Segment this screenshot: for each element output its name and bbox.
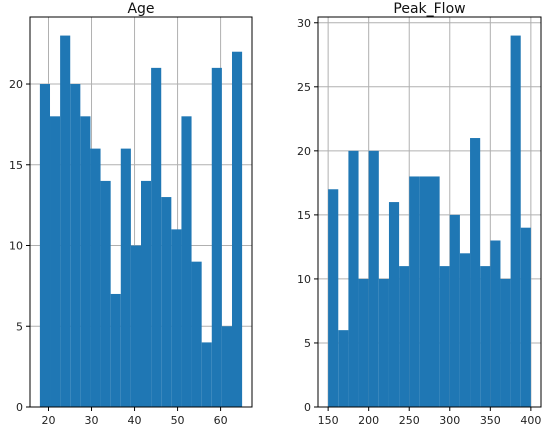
peak-flow-bar xyxy=(358,278,369,407)
peak-flow-bar xyxy=(368,150,379,408)
age-y-tick-label: 0 xyxy=(16,401,23,414)
age-axes-frame xyxy=(29,16,253,408)
peak-flow-bar xyxy=(328,189,339,407)
peak-flow-y-tick-label: 10 xyxy=(297,273,311,286)
age-bar xyxy=(130,245,141,407)
age-bar xyxy=(191,261,202,407)
peak-flow-x-tick-label: 400 xyxy=(520,414,541,427)
age-chart-title: Age xyxy=(127,1,154,17)
peak-flow-bar xyxy=(429,176,440,407)
peak-flow-bar xyxy=(510,35,521,407)
age-y-tick-label: 5 xyxy=(16,320,23,333)
age-bar xyxy=(110,293,121,407)
peak-flow-bar xyxy=(419,176,430,407)
peak-flow-bar xyxy=(388,202,400,407)
age-bar xyxy=(161,197,172,407)
peak-flow-y-tick-label: 15 xyxy=(297,209,311,222)
peak-flow-bar xyxy=(470,138,481,407)
age-bar xyxy=(231,51,243,408)
age-x-tick-label: 40 xyxy=(128,414,142,427)
age-bar xyxy=(171,229,182,407)
peak-flow-bar xyxy=(480,266,491,407)
age-y-tick-label: 10 xyxy=(9,240,23,253)
peak-flow-axes-frame xyxy=(317,16,542,408)
age-x-tick-label: 20 xyxy=(42,414,56,427)
age-bar xyxy=(60,35,71,407)
peak-flow-bar xyxy=(449,214,460,407)
peak-flow-bar xyxy=(439,266,450,407)
age-bar xyxy=(100,180,111,407)
peak-flow-y-tick-label: 0 xyxy=(304,401,311,414)
age-bar xyxy=(221,326,232,407)
peak-flow-x-tick-label: 300 xyxy=(439,414,460,427)
age-y-tick-label: 15 xyxy=(9,159,23,172)
peak-flow-y-tick-label: 5 xyxy=(304,337,311,350)
age-bar xyxy=(201,342,212,407)
peak-flow-bar xyxy=(490,240,501,407)
peak-flow-bar xyxy=(459,253,471,407)
peak-flow-chart-title: Peak_Flow xyxy=(393,1,465,17)
peak-flow-bar xyxy=(520,227,531,407)
age-bar xyxy=(211,67,222,407)
age-x-tick-label: 60 xyxy=(214,414,228,427)
peak-flow-bar xyxy=(500,278,511,407)
peak-flow-x-tick-label: 250 xyxy=(399,414,420,427)
age-bar xyxy=(50,116,61,407)
peak-flow-y-tick-label: 30 xyxy=(297,17,311,30)
peak-flow-bar xyxy=(399,266,410,407)
age-bar xyxy=(39,84,51,408)
peak-flow-y-tick-label: 20 xyxy=(297,145,311,158)
peak-flow-x-tick-label: 200 xyxy=(358,414,379,427)
peak-flow-x-tick-label: 150 xyxy=(318,414,339,427)
peak-flow-x-tick-label: 350 xyxy=(480,414,501,427)
peak-flow-histogram-panel: 150 200 250 300 350 400 0 5 10 15 20 25 30 Peak_Flow xyxy=(297,1,542,427)
peak-flow-bar xyxy=(338,330,349,407)
age-bar xyxy=(80,116,91,407)
age-bar xyxy=(141,180,152,407)
peak-flow-bar xyxy=(409,176,420,407)
age-bar xyxy=(70,84,81,408)
age-bar xyxy=(181,116,192,407)
peak-flow-y-tick-label: 25 xyxy=(297,81,311,94)
peak-flow-bar xyxy=(378,278,389,407)
age-bar xyxy=(151,67,162,407)
age-bar xyxy=(90,148,101,407)
peak-flow-bar xyxy=(348,150,359,408)
age-bar xyxy=(120,148,131,407)
age-histogram-panel: 20 30 40 50 60 0 5 10 15 20 Age xyxy=(9,1,253,427)
age-x-tick-label: 50 xyxy=(171,414,185,427)
age-y-tick-label: 20 xyxy=(9,78,23,91)
age-x-tick-label: 30 xyxy=(85,414,99,427)
